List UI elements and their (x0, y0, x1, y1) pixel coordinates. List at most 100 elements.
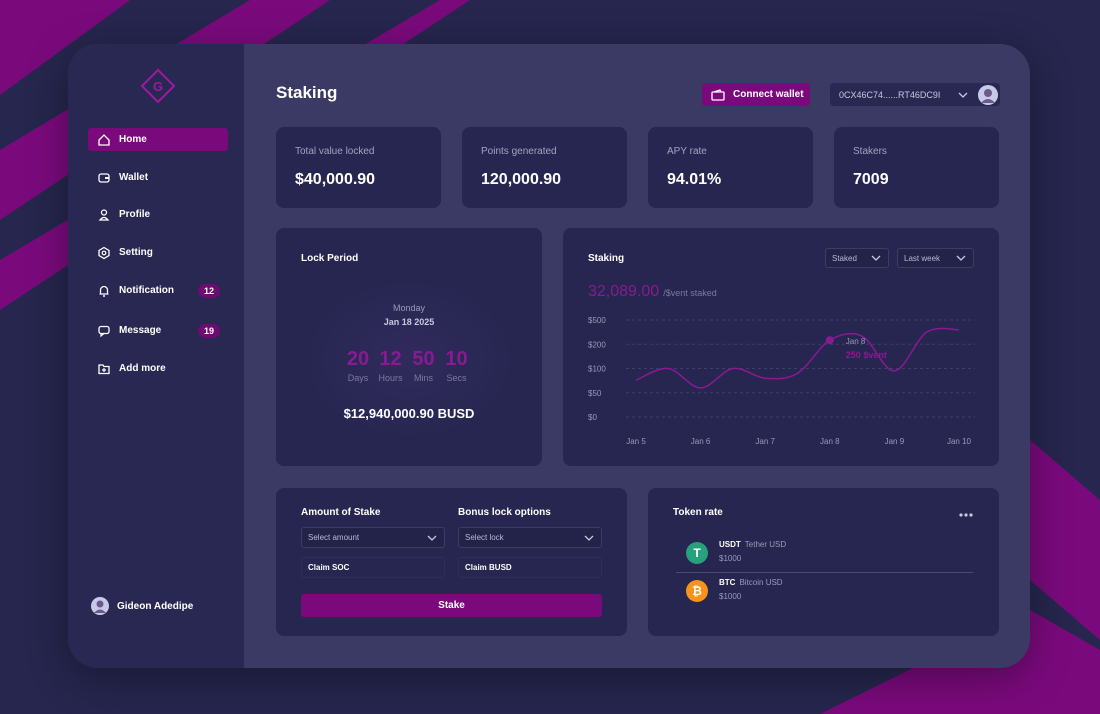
claim-label: Claim SOC (308, 563, 350, 572)
stat-label: Stakers (853, 146, 887, 157)
nav-icon (98, 363, 110, 374)
nav-icon (98, 246, 110, 259)
countdown-unit-label: Secs (446, 373, 467, 383)
countdown-unit-label: Mins (413, 373, 433, 383)
staked-total: 32,089.00 /$vent staked (588, 283, 717, 301)
nav-icon (98, 172, 110, 183)
stat-card: APY rate 94.01% (648, 127, 813, 208)
countdown-unit-label: Hours (378, 373, 403, 383)
stat-value: $40,000.90 (295, 171, 376, 188)
y-tick-label: $0 (588, 413, 597, 422)
nav-label: Add more (119, 363, 166, 374)
countdown-value: 10 (445, 348, 468, 370)
token-name: Bitcoin USD (739, 578, 783, 587)
total-unit: /$vent staked (663, 288, 717, 298)
lock-select[interactable]: Select lock (458, 527, 602, 548)
placeholder: Select amount (308, 533, 360, 542)
x-tick-label: Jan 10 (947, 437, 972, 446)
staking-line (635, 327, 960, 389)
token-rate-card: Token rate T USDT Tether USD $1000 ₿ BTC Bitco… (648, 488, 999, 636)
nav-item[interactable]: Add more (88, 357, 228, 380)
nav-item[interactable]: Notification 12 (88, 279, 228, 302)
countdown-unit: 10 Secs (440, 348, 473, 383)
x-tick-label: Jan 8 (820, 437, 840, 446)
amount-select[interactable]: Select amount (301, 527, 445, 548)
stat-card: Total value locked $40,000.90 (276, 127, 441, 208)
countdown-value: 20 (346, 348, 370, 370)
annotation-date: Jan 8 (846, 337, 866, 346)
nav-label: Message (119, 325, 162, 336)
divider (676, 572, 973, 573)
token-icon: ₿ (686, 580, 708, 602)
nav-label: Notification (119, 285, 174, 296)
highlight-point (825, 336, 834, 345)
y-tick-label: $200 (588, 340, 606, 349)
stat-card: Points generated 120,000.90 (462, 127, 627, 208)
nav-label: Home (119, 134, 147, 145)
claim-soc[interactable]: Claim SOC (301, 557, 445, 578)
nav-label: Profile (119, 209, 151, 220)
claim-label: Claim BUSD (465, 563, 512, 572)
token-name: Tether USD (744, 540, 787, 549)
filter-label: Staked (832, 253, 857, 263)
address-selector[interactable]: 0CX46C74......RT46DC9I (830, 83, 1000, 106)
countdown-value: 12 (379, 348, 402, 370)
field-label: Bonus lock options (458, 507, 551, 518)
nav-badge: 12 (197, 283, 220, 298)
nav-icon (98, 133, 110, 146)
stat-value: 120,000.90 (481, 171, 562, 188)
nav-item[interactable]: Wallet (88, 166, 228, 189)
total-value: 32,089.00 (588, 283, 660, 300)
y-tick-label: $500 (588, 316, 606, 325)
x-tick-label: Jan 9 (885, 437, 905, 446)
x-tick-label: Jan 6 (691, 437, 711, 446)
stat-label: APY rate (667, 146, 707, 157)
staking-card: Staking Staked Last week 32,089.00 /$ven… (563, 228, 999, 466)
token-price: $1000 (719, 554, 742, 563)
user-name: Gideon Adedipe (117, 600, 194, 612)
filter-label: Last week (904, 253, 941, 263)
nav-label: Setting (119, 247, 153, 258)
sidebar: G Home Wallet Profile Setting Notification 12… (68, 44, 244, 668)
card-title: Staking (588, 253, 625, 264)
stat-label: Points generated (481, 146, 557, 157)
filter-staked[interactable]: Staked (825, 248, 889, 268)
stat-card: Stakers 7009 (834, 127, 999, 208)
stat-value: 94.01% (667, 171, 722, 188)
card-title: Token rate (673, 507, 723, 518)
staking-chart: $500 $200 $100 $50 $0 Jan 5 Jan 6 Jan 7 Jan 8 Jan… (588, 316, 975, 446)
placeholder: Select lock (465, 533, 504, 542)
nav-item[interactable]: Setting (88, 241, 228, 264)
nav-icon (99, 285, 109, 297)
token-row: USDT Tether USD (719, 540, 786, 549)
user[interactable]: Gideon Adedipe (91, 597, 193, 615)
nav-label: Wallet (119, 172, 149, 183)
x-tick-label: Jan 7 (755, 437, 775, 446)
stake-button[interactable]: Stake (301, 594, 602, 617)
filter-period[interactable]: Last week (897, 248, 974, 268)
token-price: $1000 (719, 592, 742, 601)
countdown-unit: 12 Hours (374, 348, 407, 383)
nav-item[interactable]: Message 19 (88, 319, 228, 342)
stat-value: 7009 (853, 171, 889, 188)
connect-wallet-button[interactable]: Connect wallet (702, 83, 810, 106)
connect-wallet-label: Connect wallet (733, 89, 804, 100)
nav-item[interactable]: Home (88, 128, 228, 151)
nav-icon (98, 325, 110, 337)
day: Monday (392, 303, 426, 313)
countdown-unit: 50 Mins (407, 348, 440, 383)
stat-label: Total value locked (295, 146, 375, 157)
y-tick-label: $100 (588, 365, 606, 374)
countdown-unit-label: Days (347, 373, 369, 383)
countdown-value: 50 (412, 348, 435, 370)
annotation-value: 250 $vent (846, 350, 887, 360)
logo: G (140, 68, 176, 104)
claim-busd[interactable]: Claim BUSD (458, 557, 602, 578)
countdown-box (300, 276, 518, 442)
more-button[interactable] (958, 512, 974, 518)
svg-text:G: G (153, 79, 163, 94)
nav-icon (98, 208, 110, 221)
nav-item[interactable]: Profile (88, 203, 228, 226)
token-symbol: USDT (719, 540, 741, 549)
